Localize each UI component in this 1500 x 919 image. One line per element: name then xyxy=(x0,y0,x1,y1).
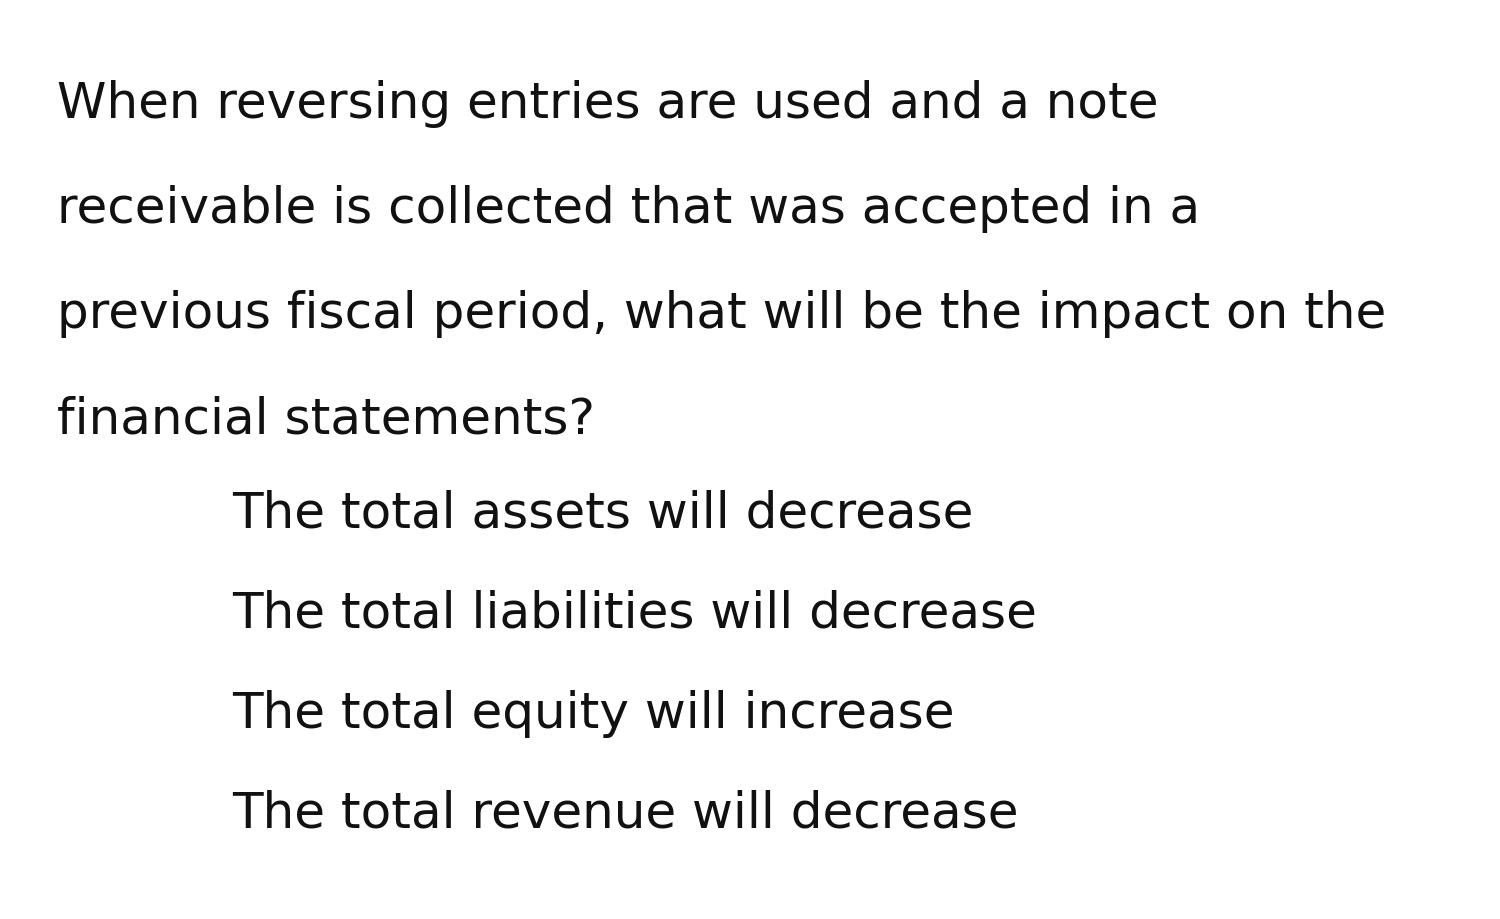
Text: The total liabilities will decrease: The total liabilities will decrease xyxy=(232,589,1038,637)
Text: previous fiscal period, what will be the impact on the: previous fiscal period, what will be the… xyxy=(57,289,1386,337)
Text: The total assets will decrease: The total assets will decrease xyxy=(232,490,974,538)
Text: When reversing entries are used and a note: When reversing entries are used and a no… xyxy=(57,80,1158,128)
Text: financial statements?: financial statements? xyxy=(57,394,596,443)
Text: receivable is collected that was accepted in a: receivable is collected that was accepte… xyxy=(57,185,1200,233)
Text: The total revenue will decrease: The total revenue will decrease xyxy=(232,789,1018,837)
Text: The total equity will increase: The total equity will increase xyxy=(232,689,956,737)
